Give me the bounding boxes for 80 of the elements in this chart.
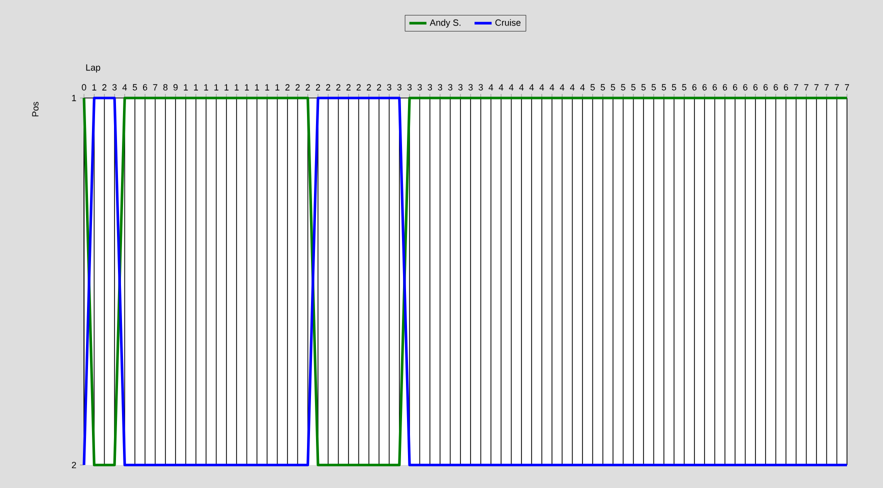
x-tick-label: 7	[834, 84, 839, 90]
x-tick-label: 6	[733, 84, 738, 90]
x-tick-label: 4	[570, 84, 575, 90]
x-tick-label: 4	[508, 84, 514, 90]
x-tick-label: 5	[662, 84, 666, 90]
x-tick-label: 2	[336, 84, 340, 90]
x-tick-label: 3	[448, 84, 452, 90]
x-tick-label: 6	[784, 84, 788, 90]
x-tick-label: 5	[132, 84, 137, 90]
x-tick-label: 0	[82, 84, 86, 90]
x-tick-label: 2	[316, 84, 320, 90]
x-tick-label: 5	[621, 84, 626, 90]
x-tick-label: 1	[214, 84, 218, 90]
x-tick-label: 4	[122, 84, 127, 90]
x-tick-label: 6	[753, 84, 758, 90]
x-tick-label: 4	[580, 84, 585, 90]
x-tick-label: 2	[376, 84, 382, 90]
x-tick-label: 4	[560, 84, 564, 90]
x-tick-label: 7	[794, 84, 798, 90]
x-tick-label: 9	[173, 84, 178, 90]
x-tick-label: 1	[275, 84, 280, 90]
x-tick-label: 4	[529, 84, 534, 90]
x-tick-label: 1	[204, 84, 208, 90]
x-tick-label: 6	[774, 84, 778, 90]
x-tick-label: 7	[153, 84, 158, 90]
x-tick-label: 2	[285, 84, 290, 90]
legend-label: Andy S.	[430, 19, 460, 28]
x-tick-label: 3	[397, 84, 402, 90]
legend-label: Cruise	[495, 19, 521, 26]
x-tick-label: 3	[428, 84, 432, 90]
y-axis-title: Pos	[32, 102, 39, 116]
x-tick-label: 1	[184, 84, 188, 90]
x-tick-label: 2	[326, 84, 330, 90]
x-axis-title: Lap	[86, 64, 100, 72]
x-tick-label: 4	[498, 84, 504, 90]
x-tick-label: 3	[478, 84, 483, 90]
x-tick-label: 6	[743, 84, 748, 90]
x-tick-label: 5	[652, 84, 656, 90]
x-tick-label: 5	[672, 84, 676, 90]
x-tick-label: 1	[92, 84, 96, 90]
x-tick-label: 6	[692, 84, 697, 90]
x-tick-label: 3	[112, 84, 117, 90]
x-tick-label: 3	[458, 84, 463, 90]
x-tick-label: 7	[804, 84, 808, 90]
x-tick-label: 3	[468, 84, 473, 90]
x-tick-label: 5	[631, 84, 636, 90]
x-tick-label: 5	[590, 84, 595, 90]
x-tick-label: 1	[255, 84, 260, 90]
x-tick-label: 3	[418, 84, 422, 90]
x-tick-label: 5	[682, 84, 686, 90]
x-tick-label: 3	[407, 84, 412, 90]
x-tick-label: 4	[519, 84, 524, 90]
x-tick-label: 2	[102, 84, 106, 90]
x-tick-label: 3	[387, 84, 392, 90]
x-tick-label: 2	[346, 84, 351, 90]
x-tick-label: 1	[194, 84, 198, 90]
x-tick-label: 2	[366, 84, 371, 90]
x-tick-label: 1	[234, 84, 239, 90]
x-tick-label: 2	[296, 84, 300, 90]
x-tick-label: 6	[722, 84, 728, 90]
x-tick-label: 6	[142, 84, 148, 90]
x-tick-label: 5	[600, 84, 605, 90]
x-tick-label: 1	[244, 84, 249, 90]
x-tick-label: 5	[641, 84, 646, 90]
x-tick-label: 7	[844, 84, 850, 90]
x-tick-label: 2	[306, 84, 310, 90]
x-tick-label: 6	[712, 84, 717, 90]
x-tick-label: 8	[163, 84, 168, 90]
x-tick-label: 1	[224, 84, 228, 90]
x-tick-label: 1	[265, 84, 270, 90]
x-tick-label: 4	[550, 84, 554, 90]
x-tick-label: 7	[814, 84, 819, 90]
x-tick-label: 7	[824, 84, 829, 90]
x-tick-label: 6	[764, 84, 768, 90]
x-tick-label: 6	[702, 84, 707, 90]
x-tick-label: 4	[540, 84, 544, 90]
x-tick-label: 4	[488, 84, 494, 90]
x-tick-label: 3	[438, 84, 442, 90]
x-tick-label: 2	[356, 84, 361, 90]
x-tick-label: 5	[610, 84, 616, 90]
